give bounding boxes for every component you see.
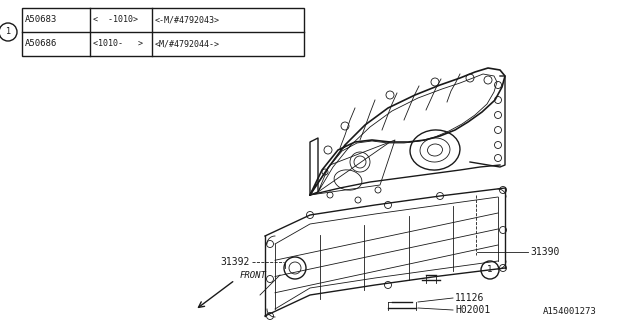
- Text: FRONT: FRONT: [240, 271, 267, 281]
- Text: H02001: H02001: [455, 305, 490, 315]
- Text: 31392: 31392: [221, 257, 250, 267]
- Text: 31390: 31390: [530, 247, 559, 257]
- Text: <  -1010>: < -1010>: [93, 15, 138, 25]
- Text: 1: 1: [487, 266, 493, 275]
- Text: <1010-   >: <1010- >: [93, 39, 143, 49]
- Text: <M/#4792044->: <M/#4792044->: [155, 39, 220, 49]
- Text: A50683: A50683: [25, 15, 57, 25]
- Text: A50686: A50686: [25, 39, 57, 49]
- Text: A154001273: A154001273: [543, 308, 597, 316]
- Text: 1: 1: [5, 28, 11, 36]
- Text: <-M/#4792043>: <-M/#4792043>: [155, 15, 220, 25]
- Text: 11126: 11126: [455, 293, 484, 303]
- Bar: [22, 8, 304, 56]
